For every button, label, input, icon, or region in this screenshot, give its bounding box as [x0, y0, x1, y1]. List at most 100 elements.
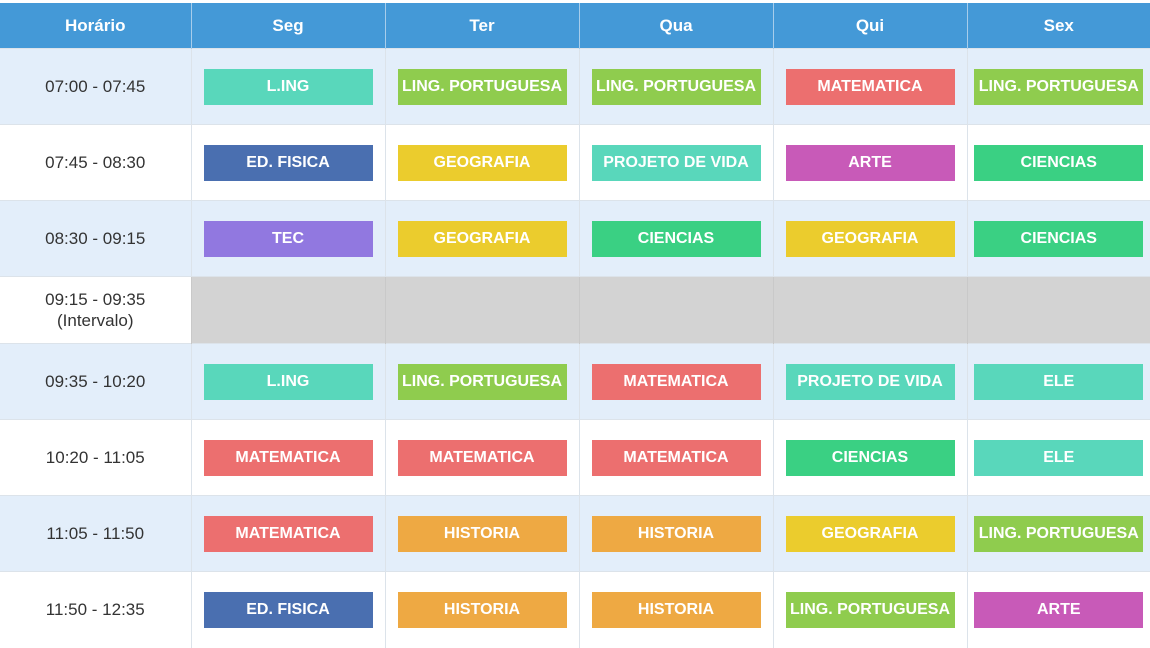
- cell-seg: L.ING: [190, 48, 385, 125]
- cell-ter: MATEMATICA: [384, 419, 579, 496]
- cell-qui: CIENCIAS: [772, 419, 967, 496]
- cell-ter: GEOGRAFIA: [384, 124, 579, 201]
- time-range: 08:30 - 09:15: [45, 229, 146, 248]
- subject-badge: LING. PORTUGUESA: [397, 363, 567, 400]
- header-sex: Sex: [966, 3, 1150, 49]
- cell-qua: LING. PORTUGUESA: [578, 48, 773, 125]
- cell-qui: LING. PORTUGUESA: [772, 571, 967, 648]
- cell-ter: LING. PORTUGUESA: [384, 48, 579, 125]
- subject-badge: ARTE: [785, 144, 955, 181]
- time-range: 10:20 - 11:05: [45, 448, 145, 467]
- subject-badge: HISTORIA: [397, 515, 567, 552]
- schedule-row: 07:45 - 08:30 ED. FISICA GEOGRAFIA PROJETO …: [0, 124, 1150, 201]
- schedule-body: 07:00 - 07:45 L.ING LING. PORTUGUESA LING. …: [0, 48, 1150, 648]
- subject-badge: LING. PORTUGUESA: [591, 68, 761, 105]
- cell-qui: GEOGRAFIA: [772, 495, 967, 572]
- schedule-row: 11:05 - 11:50 MATEMATICA HISTORIA HISTORIA G…: [0, 495, 1150, 572]
- break-label: (Intervalo): [56, 311, 134, 330]
- schedule-table: Horário Seg Ter Qua Qui Sex 07:00 - 07:4…: [0, 3, 1150, 648]
- cell-qua: PROJETO DE VIDA: [578, 124, 773, 201]
- subject-badge: CIENCIAS: [785, 439, 955, 476]
- subject-badge: CIENCIAS: [974, 220, 1144, 257]
- subject-badge: HISTORIA: [591, 515, 761, 552]
- subject-badge: ED. FISICA: [203, 144, 373, 181]
- header-time: Horário: [0, 3, 191, 49]
- subject-badge: PROJETO DE VIDA: [785, 363, 955, 400]
- subject-badge: ELE: [974, 439, 1144, 476]
- cell-qua: MATEMATICA: [578, 419, 773, 496]
- time-slot: 07:00 - 07:45: [0, 48, 191, 125]
- cell-qua: CIENCIAS: [578, 200, 773, 277]
- subject-badge: MATEMATICA: [785, 68, 955, 105]
- cell-sex: LING. PORTUGUESA: [966, 495, 1150, 572]
- cell-sex: [966, 276, 1150, 344]
- subject-badge: LING. PORTUGUESA: [974, 68, 1144, 105]
- cell-qui: [772, 276, 967, 344]
- subject-badge: MATEMATICA: [203, 515, 373, 552]
- schedule-row: 10:20 - 11:05 MATEMATICA MATEMATICA MATEMAT…: [0, 419, 1150, 496]
- cell-sex: ELE: [966, 343, 1150, 420]
- time-range: 09:15 - 09:35: [45, 290, 146, 309]
- break-row: 09:15 - 09:35 (Intervalo): [0, 276, 1150, 344]
- time-range: 07:45 - 08:30: [45, 153, 146, 172]
- cell-sex: ELE: [966, 419, 1150, 496]
- subject-badge: ED. FISICA: [203, 591, 373, 628]
- schedule-row: 09:35 - 10:20 L.ING LING. PORTUGUESA MATEMA…: [0, 343, 1150, 420]
- header-row: Horário Seg Ter Qua Qui Sex: [0, 3, 1150, 49]
- subject-badge: CIENCIAS: [974, 144, 1144, 181]
- schedule-row: 08:30 - 09:15 TEC GEOGRAFIA CIENCIAS GEOGRAF…: [0, 200, 1150, 277]
- subject-badge: HISTORIA: [397, 591, 567, 628]
- cell-seg: [190, 276, 385, 344]
- header-qui: Qui: [772, 3, 967, 49]
- cell-ter: HISTORIA: [384, 571, 579, 648]
- time-slot: 11:05 - 11:50: [0, 495, 191, 572]
- subject-badge: GEOGRAFIA: [397, 144, 567, 181]
- cell-seg: MATEMATICA: [190, 419, 385, 496]
- time-range: 07:00 - 07:45: [45, 77, 146, 96]
- time-slot: 10:20 - 11:05: [0, 419, 191, 496]
- time-range: 09:35 - 10:20: [45, 372, 146, 391]
- subject-badge: TEC: [203, 220, 373, 257]
- schedule-row: 11:50 - 12:35 ED. FISICA HISTORIA HISTORIA L…: [0, 571, 1150, 648]
- subject-badge: CIENCIAS: [591, 220, 761, 257]
- subject-badge: HISTORIA: [591, 591, 761, 628]
- subject-badge: PROJETO DE VIDA: [591, 144, 761, 181]
- header-ter: Ter: [384, 3, 579, 49]
- cell-qua: MATEMATICA: [578, 343, 773, 420]
- subject-badge: MATEMATICA: [203, 439, 373, 476]
- subject-badge: L.ING: [203, 363, 373, 400]
- subject-badge: MATEMATICA: [397, 439, 567, 476]
- time-slot: 09:15 - 09:35 (Intervalo): [0, 276, 191, 344]
- cell-sex: CIENCIAS: [966, 124, 1150, 201]
- cell-qui: MATEMATICA: [772, 48, 967, 125]
- cell-ter: GEOGRAFIA: [384, 200, 579, 277]
- header-seg: Seg: [190, 3, 385, 49]
- subject-badge: GEOGRAFIA: [785, 515, 955, 552]
- cell-qua: HISTORIA: [578, 571, 773, 648]
- cell-seg: TEC: [190, 200, 385, 277]
- cell-qui: PROJETO DE VIDA: [772, 343, 967, 420]
- subject-badge: LING. PORTUGUESA: [974, 515, 1144, 552]
- time-range: 11:50 - 12:35: [45, 600, 145, 620]
- subject-badge: LING. PORTUGUESA: [785, 591, 955, 628]
- schedule-row: 07:00 - 07:45 L.ING LING. PORTUGUESA LING. …: [0, 48, 1150, 125]
- cell-ter: [384, 276, 579, 344]
- cell-ter: LING. PORTUGUESA: [384, 343, 579, 420]
- subject-badge: GEOGRAFIA: [785, 220, 955, 257]
- time-slot: 09:35 - 10:20: [0, 343, 191, 420]
- time-slot: 11:50 - 12:35: [0, 571, 191, 648]
- subject-badge: ELE: [974, 363, 1144, 400]
- subject-badge: MATEMATICA: [591, 439, 761, 476]
- cell-seg: L.ING: [190, 343, 385, 420]
- time-range: 11:05 - 11:50: [46, 524, 145, 543]
- cell-qui: GEOGRAFIA: [772, 200, 967, 277]
- subject-badge: LING. PORTUGUESA: [397, 68, 567, 105]
- cell-seg: ED. FISICA: [190, 571, 385, 648]
- subject-badge: GEOGRAFIA: [397, 220, 567, 257]
- cell-sex: LING. PORTUGUESA: [966, 48, 1150, 125]
- time-slot: 08:30 - 09:15: [0, 200, 191, 277]
- subject-badge: L.ING: [203, 68, 373, 105]
- subject-badge: ARTE: [974, 591, 1144, 628]
- cell-qua: HISTORIA: [578, 495, 773, 572]
- time-slot: 07:45 - 08:30: [0, 124, 191, 201]
